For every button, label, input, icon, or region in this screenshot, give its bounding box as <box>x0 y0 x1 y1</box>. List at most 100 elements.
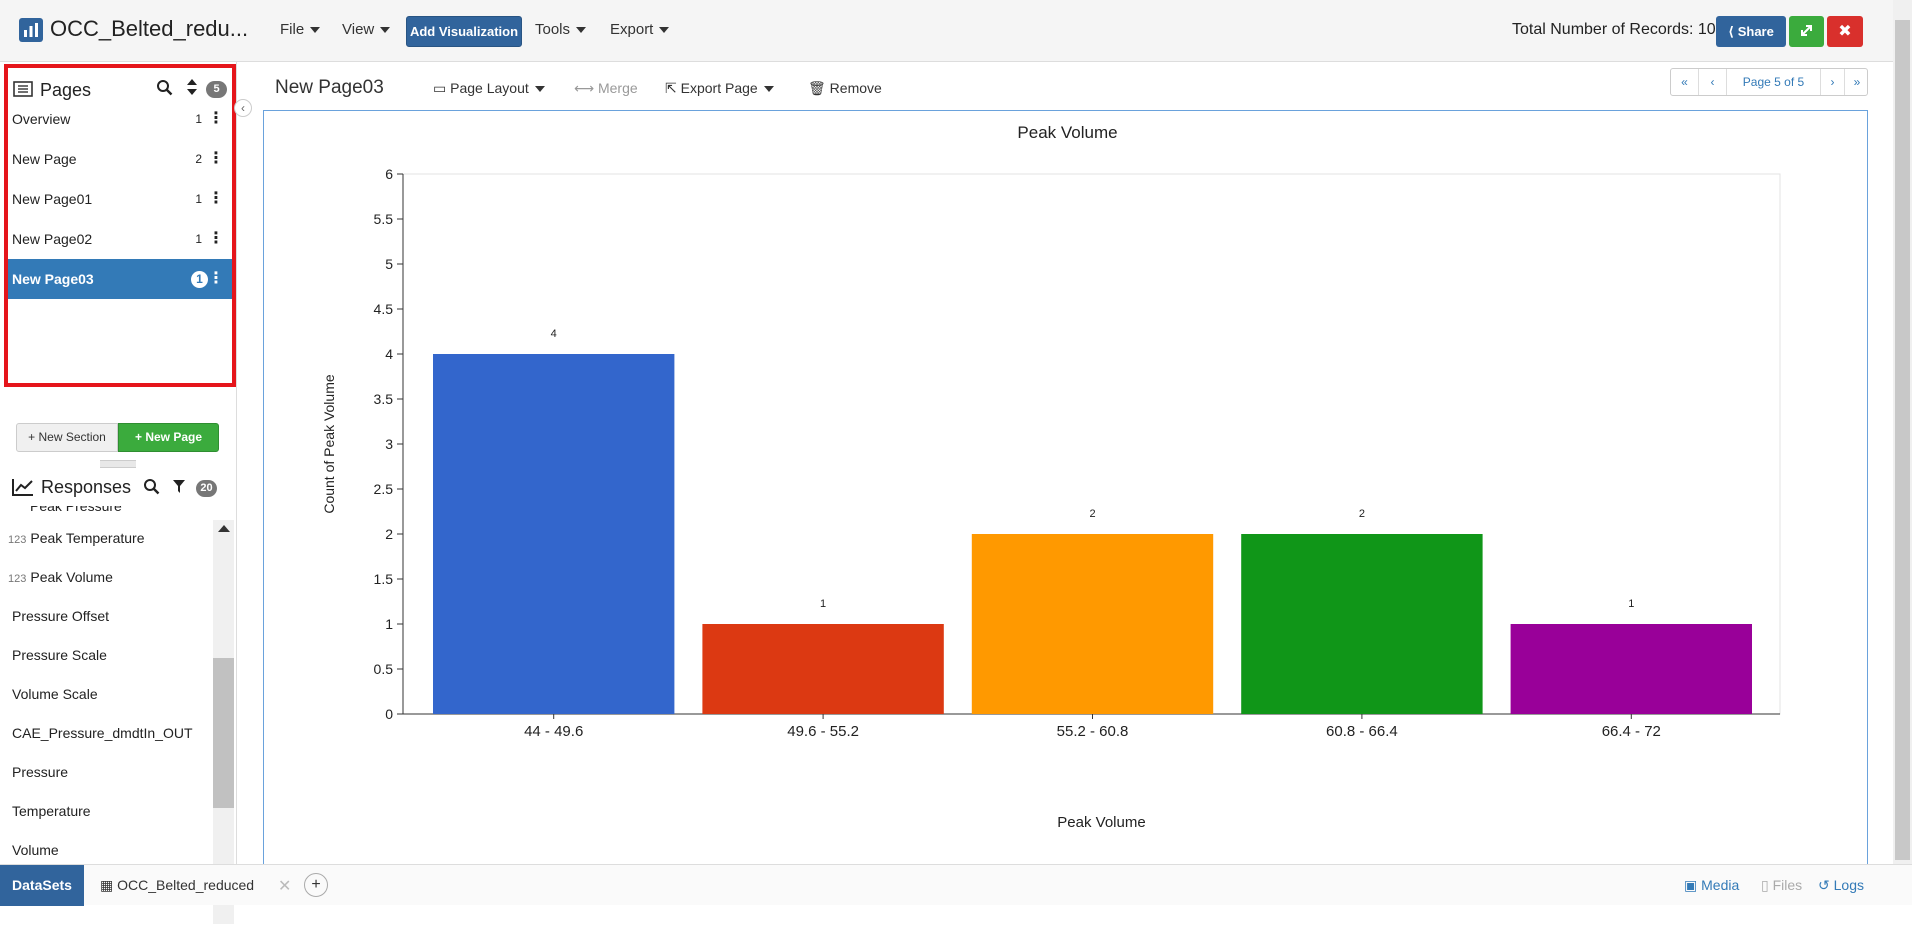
merge-icon: ⟷ <box>574 80 598 96</box>
data-label: 1 <box>1628 598 1634 610</box>
datasets-tab[interactable]: DataSets <box>0 865 84 906</box>
list-item[interactable]: Pressure Offset <box>12 608 110 624</box>
page-item-label: New Page02 <box>12 231 93 247</box>
menu-tools[interactable]: Tools <box>535 21 587 38</box>
close-button[interactable]: ✖ <box>1827 16 1863 47</box>
more-options-icon[interactable]: ⋮ <box>208 190 224 207</box>
list-item[interactable]: Peak Pressure <box>30 506 122 514</box>
menu-export[interactable]: Export <box>610 21 670 38</box>
menu-file[interactable]: File <box>280 21 321 38</box>
remove-label: Remove <box>829 80 882 96</box>
more-options-icon[interactable]: ⋮ <box>208 150 224 167</box>
y-tick-label: 6 <box>385 166 393 182</box>
page-item-count: 1 <box>195 232 202 246</box>
responses-scrollbar-thumb[interactable] <box>213 658 234 808</box>
export-page-label: Export Page <box>680 80 758 96</box>
collapse-sidebar-icon[interactable]: ‹ <box>234 99 252 117</box>
media-link[interactable]: ▣ Media <box>1684 877 1739 894</box>
prev-page-icon[interactable]: ‹ <box>1699 69 1727 95</box>
list-item[interactable]: Temperature <box>12 803 91 819</box>
remove-button[interactable]: 🗑 Remove <box>808 80 882 97</box>
page-item-label: New Page <box>12 151 77 167</box>
list-item[interactable]: 123 Peak Temperature <box>8 530 145 546</box>
sort-icon[interactable] <box>186 78 198 96</box>
search-icon[interactable] <box>143 478 161 496</box>
chevron-down-icon <box>310 27 321 34</box>
filter-icon[interactable] <box>172 479 186 494</box>
page-item-count: 1 <box>195 192 202 206</box>
bar <box>433 354 675 714</box>
first-page-icon[interactable]: « <box>1671 69 1699 95</box>
x-tick-label: 66.4 - 72 <box>1602 723 1661 740</box>
page-item-new-page02[interactable]: New Page02 1 ⋮ <box>8 219 232 259</box>
new-page-button[interactable]: + New Page <box>118 423 219 452</box>
list-item[interactable]: Pressure <box>12 764 69 780</box>
page-item-new-page01[interactable]: New Page01 1 ⋮ <box>8 179 232 219</box>
y-tick-label: 1.5 <box>374 571 394 587</box>
page-item-count: 1 <box>195 112 202 126</box>
new-section-button[interactable]: + New Section <box>16 423 118 452</box>
merge-button[interactable]: ⟷ Merge <box>574 80 638 97</box>
share-button[interactable]: ⟨ Share <box>1716 16 1786 47</box>
pages-panel: Pages 5 <box>4 64 236 387</box>
list-item[interactable]: 123 Peak Volume <box>8 569 113 585</box>
list-icon <box>13 81 33 97</box>
close-tab-icon[interactable]: ✕ <box>278 878 292 895</box>
more-options-icon[interactable]: ⋮ <box>208 110 224 127</box>
list-item[interactable]: Volume Scale <box>12 686 98 702</box>
page-item-new-page03[interactable]: New Page03 1 ⋮ <box>8 259 232 299</box>
x-tick-label: 60.8 - 66.4 <box>1326 723 1398 740</box>
export-page-menu[interactable]: ⇱ Export Page <box>665 80 774 97</box>
pager: « ‹ Page 5 of 5 › » <box>1670 68 1868 96</box>
image-icon: ▣ <box>1684 877 1702 893</box>
chevron-down-icon <box>380 27 391 34</box>
pages-title: Pages <box>40 80 92 100</box>
dataset-tab[interactable]: ▦ OCC_Belted_reduced <box>100 877 254 894</box>
numeric-type-icon: 123 <box>8 573 27 585</box>
page-layout-menu[interactable]: ▭ Page Layout <box>433 80 545 97</box>
panel-splitter-handle[interactable] <box>100 460 136 468</box>
page-scrollbar-thumb[interactable] <box>1895 20 1910 860</box>
bar-chart: Peak Volume 0 0.5 1 1.5 2 2.5 3 3.5 4 4.5 5 5.5 6 Coun… <box>321 123 1781 831</box>
scroll-up-icon[interactable] <box>218 525 230 532</box>
top-bar: OCC_Belted_redu... File View Add Visuali… <box>0 0 1912 62</box>
more-options-icon[interactable]: ⋮ <box>208 230 224 247</box>
add-tab-button[interactable]: + <box>304 873 328 897</box>
history-icon: ↺ <box>1818 877 1834 893</box>
y-tick-label: 2.5 <box>374 481 394 497</box>
table-icon: ▦ <box>100 877 118 893</box>
x-axis-label: Peak Volume <box>1057 814 1145 831</box>
page-item-new-page[interactable]: New Page 2 ⋮ <box>8 139 232 179</box>
trash-icon: 🗑 <box>808 80 830 96</box>
list-item[interactable]: CAE_Pressure_dmdtIn_OUT <box>12 725 193 741</box>
logs-link[interactable]: ↺ Logs <box>1818 877 1864 894</box>
merge-label: Merge <box>597 80 638 96</box>
app-logo-icon <box>19 18 43 42</box>
chevron-down-icon <box>763 86 774 93</box>
new-section-label: New Section <box>38 430 106 444</box>
page-item-count: 2 <box>195 152 202 166</box>
next-page-icon[interactable]: › <box>1821 69 1845 95</box>
more-options-icon[interactable]: ⋮ <box>208 270 224 287</box>
visualization-frame: Peak Volume 0 0.5 1 1.5 2 2.5 3 3.5 4 4.5 5 5.5 6 Coun… <box>263 110 1868 870</box>
last-page-icon[interactable]: » <box>1853 75 1861 89</box>
share-label: Share <box>1737 24 1774 39</box>
list-item[interactable]: Volume <box>12 842 59 858</box>
chevron-down-icon <box>534 86 545 93</box>
numeric-type-icon: 123 <box>8 534 27 546</box>
files-link[interactable]: ▯ Files <box>1761 877 1802 894</box>
y-tick-label: 1 <box>385 616 393 632</box>
y-tick-label: 4 <box>385 346 393 362</box>
plus-icon: + <box>134 430 146 444</box>
bar <box>702 624 944 714</box>
plus-icon: + <box>28 430 39 444</box>
list-item[interactable]: Pressure Scale <box>12 647 107 663</box>
menu-export-label: Export <box>610 21 654 38</box>
expand-button[interactable] <box>1789 16 1824 47</box>
y-tick-label: 5 <box>385 256 393 272</box>
page-item-overview[interactable]: Overview 1 ⋮ <box>8 99 232 139</box>
menu-view[interactable]: View <box>342 21 391 38</box>
y-tick-label: 0.5 <box>374 661 394 677</box>
add-visualization-button[interactable]: Add Visualization <box>406 16 522 47</box>
search-icon[interactable] <box>156 79 174 97</box>
